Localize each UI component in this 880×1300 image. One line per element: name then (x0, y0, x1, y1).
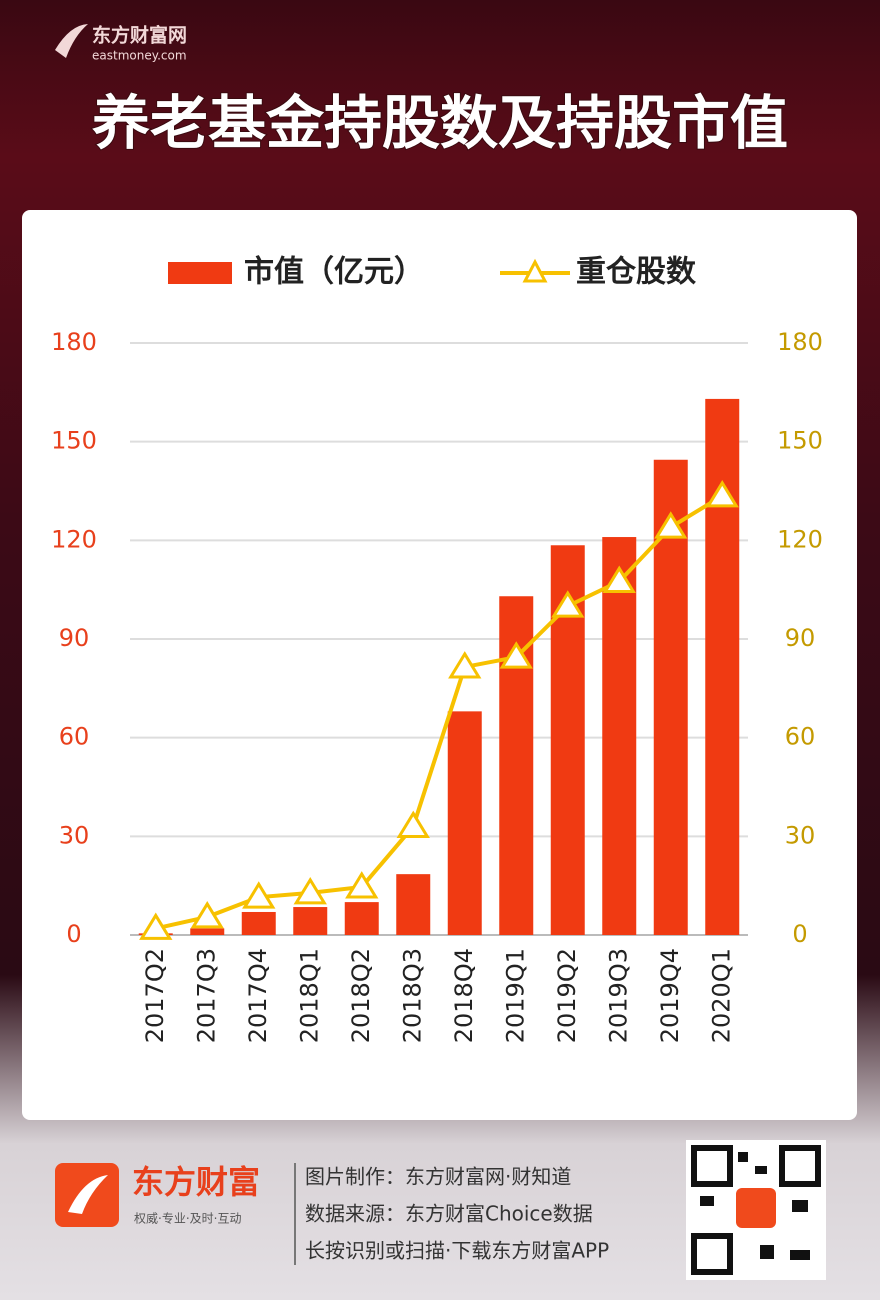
x-tick-label: 2018Q2 (347, 948, 375, 1043)
legend-marker (522, 258, 548, 283)
bar (602, 537, 637, 935)
chart-card (22, 210, 857, 1120)
brand: 东方财富网 (92, 24, 187, 47)
y-tick-label: 180 (51, 328, 97, 356)
bar (293, 907, 328, 935)
line-marker (345, 871, 379, 899)
x-tick-label: 2019Q4 (656, 948, 684, 1043)
y2-tick-label: 150 (777, 427, 823, 455)
line-marker (242, 881, 276, 909)
y-tick-label: 30 (59, 821, 90, 849)
y-tick-label: 60 (59, 723, 90, 751)
x-tick-label: 2020Q1 (707, 948, 735, 1043)
x-tick-label: 2018Q4 (450, 948, 478, 1043)
brand-url: eastmoney.com (92, 49, 187, 63)
x-tick-label: 2018Q3 (398, 948, 426, 1043)
line-marker (293, 877, 327, 905)
bar (190, 928, 225, 935)
logo-text: 东方财富 (132, 1163, 260, 1201)
y-tick-label: 90 (59, 624, 90, 652)
bar (447, 711, 482, 935)
bar (241, 911, 276, 935)
y-tick-label: 120 (51, 525, 97, 553)
y-tick-label: 150 (51, 427, 97, 455)
y2-tick-label: 60 (785, 723, 816, 751)
credit: 图片制作：东方财富网·财知道 (305, 1165, 571, 1189)
line-marker (190, 901, 224, 929)
bar (344, 902, 379, 935)
y2-tick-label: 90 (785, 624, 816, 652)
line-marker (654, 511, 688, 539)
line-marker (705, 480, 739, 508)
legend-swatch (168, 262, 232, 284)
line-marker (448, 651, 482, 679)
qr-code (686, 1140, 826, 1280)
x-tick-label: 2017Q3 (192, 948, 220, 1043)
line-marker (602, 565, 636, 593)
cta: 长按识别或扫描·下载东方财富APP (305, 1239, 609, 1263)
line-marker (396, 810, 430, 838)
x-tick-label: 2019Q3 (604, 948, 632, 1043)
x-tick-label: 2018Q1 (295, 948, 323, 1043)
line-marker (551, 590, 585, 618)
line-marker (499, 641, 533, 669)
y-tick-label: 0 (66, 920, 81, 948)
y2-tick-label: 180 (777, 328, 823, 356)
bar (705, 398, 740, 935)
x-tick-label: 2017Q2 (141, 948, 169, 1043)
x-tick-label: 2017Q4 (244, 948, 272, 1043)
source: 数据来源：东方财富Choice数据 (305, 1202, 593, 1226)
slogan: 权威·专业·及时·互动 (134, 1211, 241, 1226)
logo-mark (68, 1175, 108, 1214)
x-tick-label: 2019Q2 (553, 948, 581, 1043)
page-title: 养老基金持股数及持股市值 (92, 89, 788, 157)
legend-label: 重仓股数 (576, 255, 697, 290)
legend-label: 市值（亿元） (244, 255, 424, 290)
bar (396, 874, 431, 935)
brand-icon (55, 24, 88, 58)
y2-tick-label: 30 (785, 821, 816, 849)
y2-tick-label: 0 (792, 920, 807, 948)
y2-tick-label: 120 (777, 525, 823, 553)
x-tick-label: 2019Q1 (501, 948, 529, 1043)
line-marker (139, 912, 173, 940)
